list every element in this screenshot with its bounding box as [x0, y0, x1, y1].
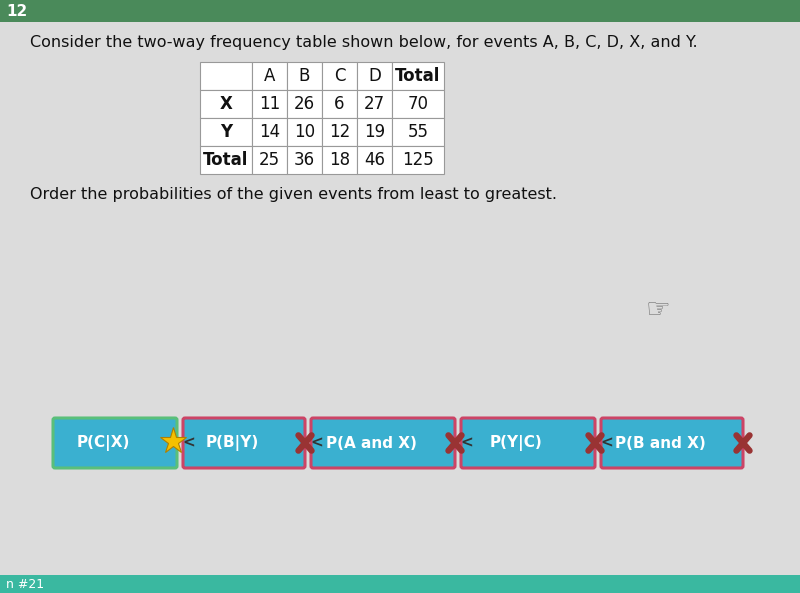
Text: 55: 55: [407, 123, 429, 141]
Text: 27: 27: [364, 95, 385, 113]
FancyBboxPatch shape: [311, 418, 455, 468]
FancyBboxPatch shape: [322, 118, 357, 146]
FancyBboxPatch shape: [392, 62, 444, 90]
Text: 19: 19: [364, 123, 385, 141]
FancyBboxPatch shape: [200, 146, 252, 174]
FancyBboxPatch shape: [357, 62, 392, 90]
Text: 25: 25: [259, 151, 280, 169]
Text: Total: Total: [395, 67, 441, 85]
FancyBboxPatch shape: [252, 118, 287, 146]
Text: ☞: ☞: [646, 296, 670, 324]
Text: <: <: [310, 435, 323, 451]
FancyBboxPatch shape: [392, 90, 444, 118]
Text: P(C|X): P(C|X): [76, 435, 130, 451]
FancyBboxPatch shape: [183, 418, 305, 468]
Text: 46: 46: [364, 151, 385, 169]
FancyBboxPatch shape: [357, 118, 392, 146]
Text: 36: 36: [294, 151, 315, 169]
Text: 18: 18: [329, 151, 350, 169]
FancyBboxPatch shape: [53, 418, 177, 468]
Text: 12: 12: [6, 4, 27, 18]
Text: B: B: [299, 67, 310, 85]
Text: 10: 10: [294, 123, 315, 141]
FancyBboxPatch shape: [287, 90, 322, 118]
Text: <: <: [182, 435, 195, 451]
Text: 125: 125: [402, 151, 434, 169]
FancyBboxPatch shape: [0, 575, 800, 593]
Text: P(A and X): P(A and X): [326, 435, 417, 451]
Text: X: X: [219, 95, 233, 113]
Text: <: <: [461, 435, 474, 451]
Text: 11: 11: [259, 95, 280, 113]
Text: n #21: n #21: [6, 578, 44, 591]
FancyBboxPatch shape: [200, 62, 252, 90]
Text: D: D: [368, 67, 381, 85]
FancyBboxPatch shape: [252, 62, 287, 90]
Text: 26: 26: [294, 95, 315, 113]
FancyBboxPatch shape: [200, 118, 252, 146]
FancyBboxPatch shape: [322, 146, 357, 174]
FancyBboxPatch shape: [392, 118, 444, 146]
FancyBboxPatch shape: [322, 62, 357, 90]
FancyBboxPatch shape: [357, 90, 392, 118]
Text: C: C: [334, 67, 346, 85]
Text: 6: 6: [334, 95, 345, 113]
Text: Total: Total: [203, 151, 249, 169]
Text: Y: Y: [220, 123, 232, 141]
FancyBboxPatch shape: [601, 418, 743, 468]
FancyBboxPatch shape: [287, 118, 322, 146]
FancyBboxPatch shape: [357, 146, 392, 174]
FancyBboxPatch shape: [252, 90, 287, 118]
Text: 14: 14: [259, 123, 280, 141]
Text: 70: 70: [407, 95, 429, 113]
FancyBboxPatch shape: [287, 62, 322, 90]
FancyBboxPatch shape: [392, 146, 444, 174]
Text: 12: 12: [329, 123, 350, 141]
FancyBboxPatch shape: [461, 418, 595, 468]
FancyBboxPatch shape: [200, 90, 252, 118]
Text: A: A: [264, 67, 275, 85]
Text: <: <: [601, 435, 614, 451]
FancyBboxPatch shape: [252, 146, 287, 174]
FancyBboxPatch shape: [322, 90, 357, 118]
Text: P(B|Y): P(B|Y): [206, 435, 258, 451]
Text: Consider the two-way frequency table shown below, for events A, B, C, D, X, and : Consider the two-way frequency table sho…: [30, 36, 698, 50]
Text: Order the probabilities of the given events from least to greatest.: Order the probabilities of the given eve…: [30, 187, 557, 202]
FancyBboxPatch shape: [287, 146, 322, 174]
Text: P(B and X): P(B and X): [614, 435, 706, 451]
FancyBboxPatch shape: [0, 0, 800, 22]
Text: P(Y|C): P(Y|C): [490, 435, 542, 451]
